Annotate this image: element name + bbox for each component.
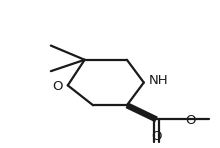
Text: O: O	[185, 114, 196, 127]
Text: O: O	[151, 130, 162, 143]
Text: NH: NH	[149, 74, 169, 87]
Text: O: O	[52, 80, 62, 93]
